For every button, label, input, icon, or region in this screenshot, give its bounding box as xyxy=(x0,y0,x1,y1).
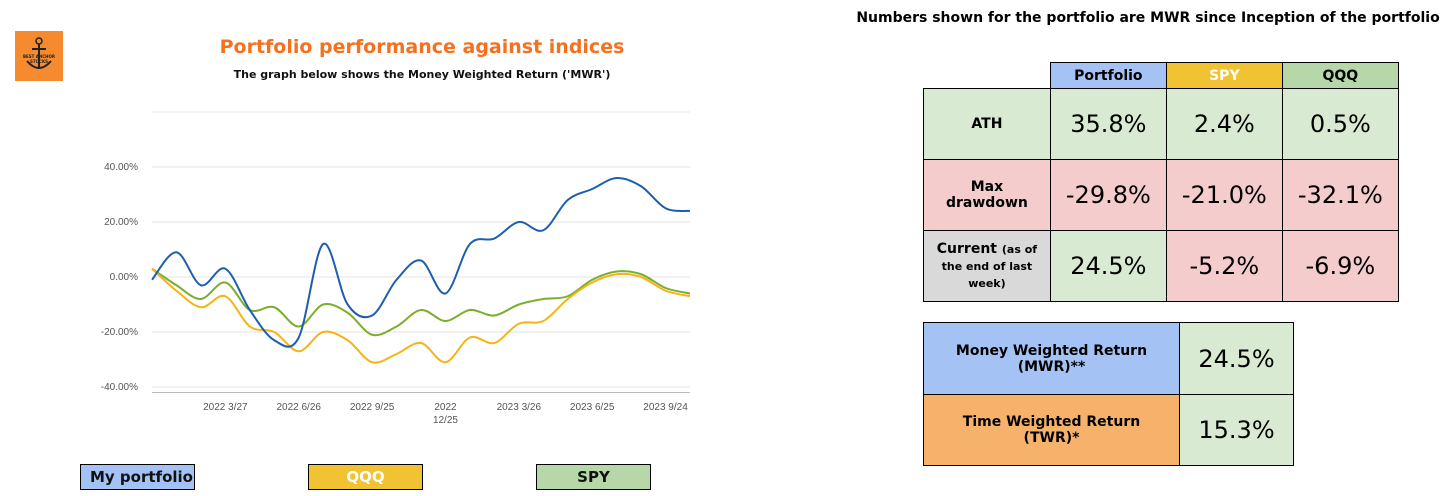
line xyxy=(151,268,691,364)
y-tick-label: -40.00% xyxy=(101,382,138,393)
row-label-cell: Current (as of the end of last week) xyxy=(923,230,1051,302)
x-tick-label: 2022 3/27 xyxy=(203,402,248,413)
legend-entry: SPY xyxy=(536,464,651,490)
row: Money Weighted Return (MWR)** 24.5% xyxy=(923,322,1294,395)
row-label: ATH xyxy=(923,88,1051,160)
x-tick-label: 2022 6/26 xyxy=(276,402,321,413)
chart-title: Portfolio performance against indices xyxy=(219,36,625,58)
header-row: Portfolio SPY QQQ xyxy=(924,62,1399,89)
x-tick-label: 2022 12/25 xyxy=(432,402,458,426)
x-tick-label: 2023 3/26 xyxy=(496,402,542,413)
chart-subtitle: The graph below shows the Money Weighted… xyxy=(233,68,611,81)
legend-entry: QQQ xyxy=(308,464,423,490)
logo: BEST ANCHOR STOCKS xyxy=(15,31,63,81)
cell: 24.5% xyxy=(1049,230,1167,302)
logo-text: BEST ANCHOR STOCKS xyxy=(23,54,55,64)
cell: 35.8% xyxy=(1049,88,1167,160)
col-header: Portfolio xyxy=(1049,62,1167,89)
row: Max drawdown -29.8% -21.0% -32.1% xyxy=(923,159,1399,231)
cell: -32.1% xyxy=(1281,159,1399,231)
row-label: Money Weighted Return (MWR)** xyxy=(923,322,1180,395)
x-tick-label: 2023 6/25 xyxy=(569,402,615,413)
blank xyxy=(924,63,1051,89)
row: Current (as of the end of last week) 24.… xyxy=(923,230,1399,302)
line xyxy=(151,267,691,337)
cell: -21.0% xyxy=(1165,159,1283,231)
legend-entry: My portfolio xyxy=(80,464,195,490)
chart: -40.00% -20.00% 0.00% 20.00% 40.00% xyxy=(101,111,691,393)
y-tick-label: 0.00% xyxy=(110,272,138,283)
row-label: Time Weighted Return (TWR)* xyxy=(923,394,1180,466)
logo-icon xyxy=(26,37,52,69)
y-tick-label: 20.00% xyxy=(104,217,138,228)
cell: 24.5% xyxy=(1179,322,1294,395)
summary-table: Portfolio SPY QQQ ATH 35.8% 2.4% 0.5% Ma… xyxy=(923,62,1399,302)
col-header: QQQ xyxy=(1281,62,1399,89)
cell: 15.3% xyxy=(1179,394,1294,466)
col-header: SPY xyxy=(1165,62,1283,89)
row: ATH 35.8% 2.4% 0.5% xyxy=(923,88,1399,160)
cell: -5.2% xyxy=(1165,230,1283,302)
row-label: Current xyxy=(936,240,997,257)
row-note: (as of the end of last week) xyxy=(941,242,1038,290)
y-tick-label: 40.00% xyxy=(104,162,138,173)
cell: -29.8% xyxy=(1049,159,1167,231)
cell: 2.4% xyxy=(1165,88,1283,160)
row: Time Weighted Return (TWR)* 15.3% xyxy=(923,394,1294,466)
returns-table: Money Weighted Return (MWR)** 24.5% Time… xyxy=(923,322,1294,466)
row-label: Max drawdown xyxy=(923,159,1051,231)
x-tick-label: 2022 9/25 xyxy=(349,402,395,413)
line xyxy=(151,176,691,348)
cell: 0.5% xyxy=(1281,88,1399,160)
summary-heading: Numbers shown for the portfolio are MWR … xyxy=(856,10,1440,26)
y-tick-label: -20.00% xyxy=(101,327,138,338)
x-tick-label: 2023 9/24 xyxy=(643,402,688,413)
cell: -6.9% xyxy=(1281,230,1399,302)
